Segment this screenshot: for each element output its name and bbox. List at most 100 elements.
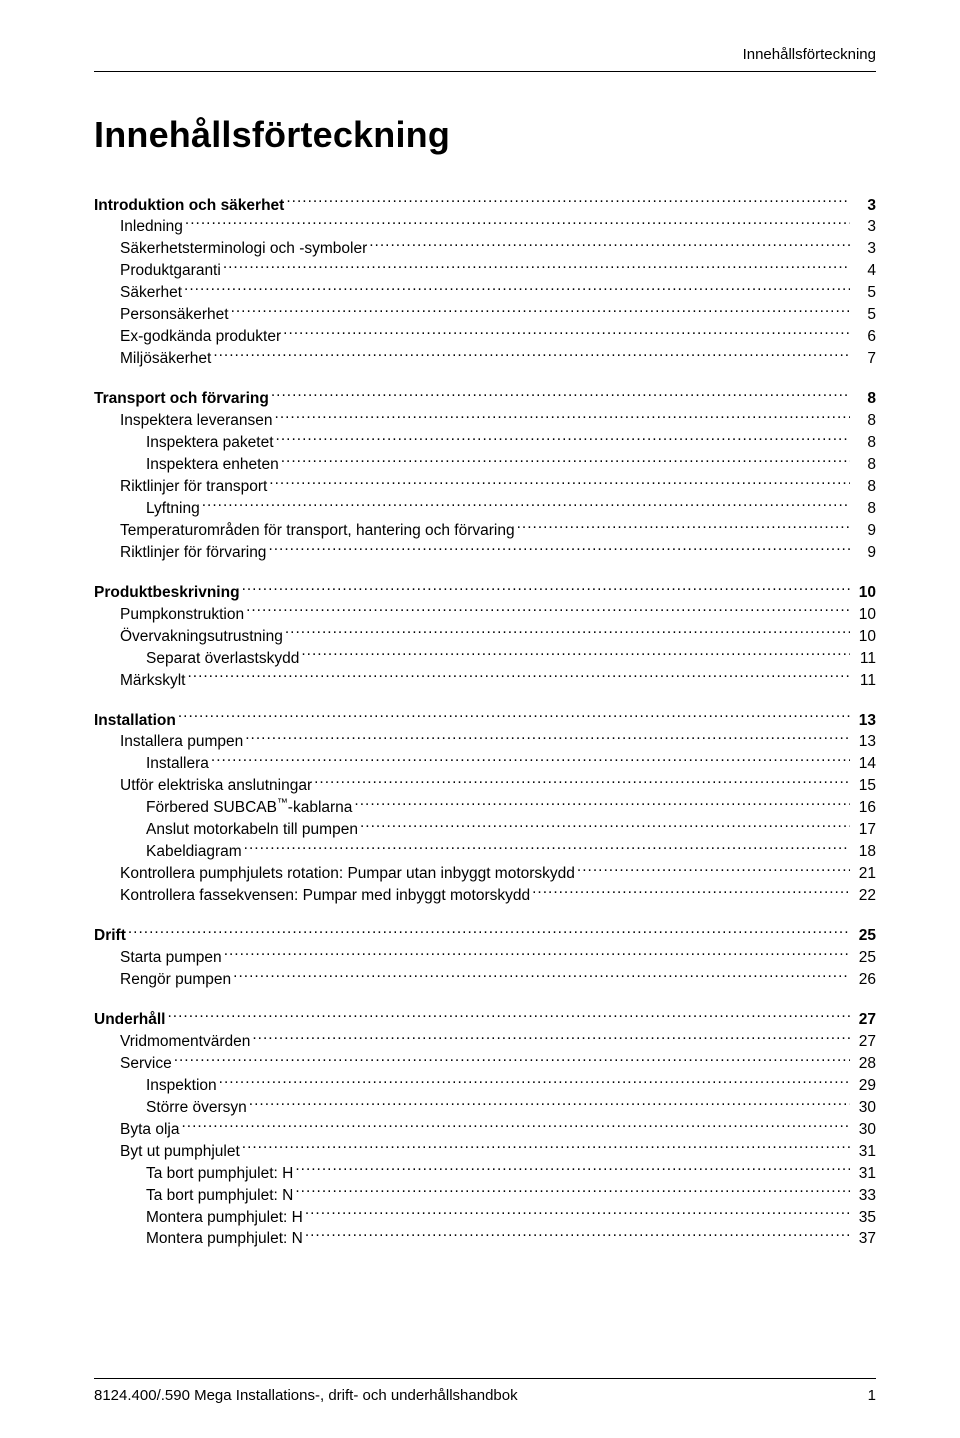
- toc-entry-page: 7: [852, 349, 876, 369]
- toc-entry[interactable]: Inledning3: [94, 216, 876, 238]
- toc-entry[interactable]: Pumpkonstruktion10: [94, 603, 876, 625]
- toc-entry[interactable]: Kontrollera fassekvensen: Pumpar med inb…: [94, 885, 876, 907]
- toc-group: Produktbeskrivning10Pumpkonstruktion10Öv…: [94, 581, 876, 691]
- toc-entry[interactable]: Märkskylt 11: [94, 669, 876, 691]
- toc-entry-page: 10: [852, 627, 876, 647]
- toc-entry-label: Inspektera leveransen: [120, 411, 273, 431]
- toc-entry-page: 27: [852, 1032, 876, 1052]
- toc-entry-label: Installation: [94, 711, 176, 731]
- toc-entry-page: 17: [852, 820, 876, 840]
- toc-leader-dots: [577, 863, 850, 879]
- toc-entry[interactable]: Kontrollera pumphjulets rotation: Pumpar…: [94, 863, 876, 885]
- toc-entry[interactable]: Miljösäkerhet 7: [94, 348, 876, 370]
- toc-entry-label: Underhåll: [94, 1010, 165, 1030]
- toc-entry[interactable]: Lyftning8: [94, 497, 876, 519]
- toc-entry[interactable]: Byta olja30: [94, 1118, 876, 1140]
- toc-entry[interactable]: Service28: [94, 1052, 876, 1074]
- toc-entry[interactable]: Ex-godkända produkter6: [94, 326, 876, 348]
- toc-leader-dots: [245, 731, 850, 747]
- toc-leader-dots: [233, 969, 850, 985]
- toc-entry-label: Kontrollera fassekvensen: Pumpar med inb…: [120, 886, 530, 906]
- toc-entry-page: 30: [852, 1120, 876, 1140]
- toc-entry-page: 3: [852, 239, 876, 259]
- toc-entry[interactable]: Montera pumphjulet: H35: [94, 1206, 876, 1228]
- toc-entry-label: Starta pumpen: [120, 948, 222, 968]
- toc-entry[interactable]: Installation13: [94, 709, 876, 731]
- toc-entry[interactable]: Säkerhetsterminologi och -symboler 3: [94, 238, 876, 260]
- toc-entry-page: 5: [852, 283, 876, 303]
- toc-entry-label: Produktgaranti: [120, 261, 221, 281]
- toc-entry-label: Rengör pumpen: [120, 970, 231, 990]
- toc-entry-page: 13: [852, 732, 876, 752]
- toc-entry-page: 5: [852, 305, 876, 325]
- toc-entry-label: Märkskylt: [120, 671, 185, 691]
- toc-entry-label: Separat överlastskydd: [146, 649, 299, 669]
- table-of-contents: Introduktion och säkerhet3Inledning3Säke…: [94, 194, 876, 1250]
- toc-entry[interactable]: Montera pumphjulet: N37: [94, 1228, 876, 1250]
- toc-entry-page: 8: [852, 477, 876, 497]
- toc-leader-dots: [305, 1206, 850, 1222]
- toc-leader-dots: [128, 925, 850, 941]
- toc-entry[interactable]: Riktlinjer för transport8: [94, 475, 876, 497]
- toc-leader-dots: [369, 238, 850, 254]
- toc-entry-label: Transport och förvaring: [94, 389, 269, 409]
- toc-entry-page: 8: [852, 411, 876, 431]
- toc-entry-page: 11: [852, 649, 876, 669]
- toc-entry[interactable]: Starta pumpen25: [94, 947, 876, 969]
- toc-entry-label: Service: [120, 1054, 172, 1074]
- toc-entry[interactable]: Inspektera enheten8: [94, 453, 876, 475]
- toc-entry[interactable]: Övervakningsutrustning10: [94, 625, 876, 647]
- toc-entry[interactable]: Anslut motorkabeln till pumpen17: [94, 819, 876, 841]
- toc-entry-label: Kontrollera pumphjulets rotation: Pumpar…: [120, 864, 575, 884]
- toc-entry[interactable]: Inspektera leveransen 8: [94, 410, 876, 432]
- toc-entry[interactable]: Introduktion och säkerhet3: [94, 194, 876, 216]
- toc-leader-dots: [174, 1052, 850, 1068]
- toc-entry[interactable]: Inspektera paketet8: [94, 432, 876, 454]
- toc-entry[interactable]: Transport och förvaring8: [94, 388, 876, 410]
- toc-entry[interactable]: Separat överlastskydd 11: [94, 647, 876, 669]
- toc-entry[interactable]: Ta bort pumphjulet: H31: [94, 1162, 876, 1184]
- toc-entry-label: Montera pumphjulet: H: [146, 1208, 303, 1228]
- toc-entry[interactable]: Säkerhet5: [94, 282, 876, 304]
- toc-entry[interactable]: Större översyn30: [94, 1096, 876, 1118]
- toc-leader-dots: [181, 1118, 850, 1134]
- toc-leader-dots: [231, 304, 850, 320]
- toc-leader-dots: [305, 1228, 850, 1244]
- toc-entry-page: 6: [852, 327, 876, 347]
- toc-leader-dots: [276, 432, 850, 448]
- toc-entry[interactable]: Riktlinjer för förvaring9: [94, 541, 876, 563]
- toc-entry[interactable]: Ta bort pumphjulet: N33: [94, 1184, 876, 1206]
- toc-entry[interactable]: Vridmomentvärden27: [94, 1030, 876, 1052]
- toc-leader-dots: [269, 475, 850, 491]
- toc-entry[interactable]: Rengör pumpen26: [94, 969, 876, 991]
- toc-leader-dots: [184, 282, 850, 298]
- toc-entry[interactable]: Produktbeskrivning10: [94, 581, 876, 603]
- toc-entry[interactable]: Produktgaranti4: [94, 260, 876, 282]
- toc-entry-page: 11: [852, 671, 876, 691]
- toc-entry-label: Säkerhetsterminologi och -symboler: [120, 239, 367, 259]
- toc-entry[interactable]: Utför elektriska anslutningar15: [94, 775, 876, 797]
- toc-entry-page: 29: [852, 1076, 876, 1096]
- toc-entry[interactable]: Kabeldiagram18: [94, 841, 876, 863]
- running-head: Innehållsförteckning: [94, 46, 876, 63]
- toc-entry-page: 37: [852, 1229, 876, 1249]
- toc-entry[interactable]: Inspektion29: [94, 1074, 876, 1096]
- toc-entry-label: Större översyn: [146, 1098, 247, 1118]
- toc-entry-page: 21: [852, 864, 876, 884]
- toc-entry[interactable]: Byt ut pumphjulet31: [94, 1140, 876, 1162]
- toc-entry[interactable]: Förbered SUBCAB™-kablarna16: [94, 797, 876, 819]
- toc-entry[interactable]: Installera14: [94, 753, 876, 775]
- toc-entry[interactable]: Temperaturområden för transport, hanteri…: [94, 519, 876, 541]
- toc-leader-dots: [295, 1184, 850, 1200]
- toc-entry[interactable]: Installera pumpen13: [94, 731, 876, 753]
- toc-entry[interactable]: Underhåll27: [94, 1008, 876, 1030]
- toc-entry-page: 8: [852, 455, 876, 475]
- toc-entry-page: 22: [852, 886, 876, 906]
- toc-leader-dots: [223, 260, 850, 276]
- toc-entry-page: 31: [852, 1142, 876, 1162]
- toc-leader-dots: [242, 1140, 850, 1156]
- toc-entry-label: Miljösäkerhet: [120, 349, 211, 369]
- toc-entry[interactable]: Personsäkerhet5: [94, 304, 876, 326]
- toc-entry[interactable]: Drift25: [94, 925, 876, 947]
- toc-entry-label: Introduktion och säkerhet: [94, 196, 284, 216]
